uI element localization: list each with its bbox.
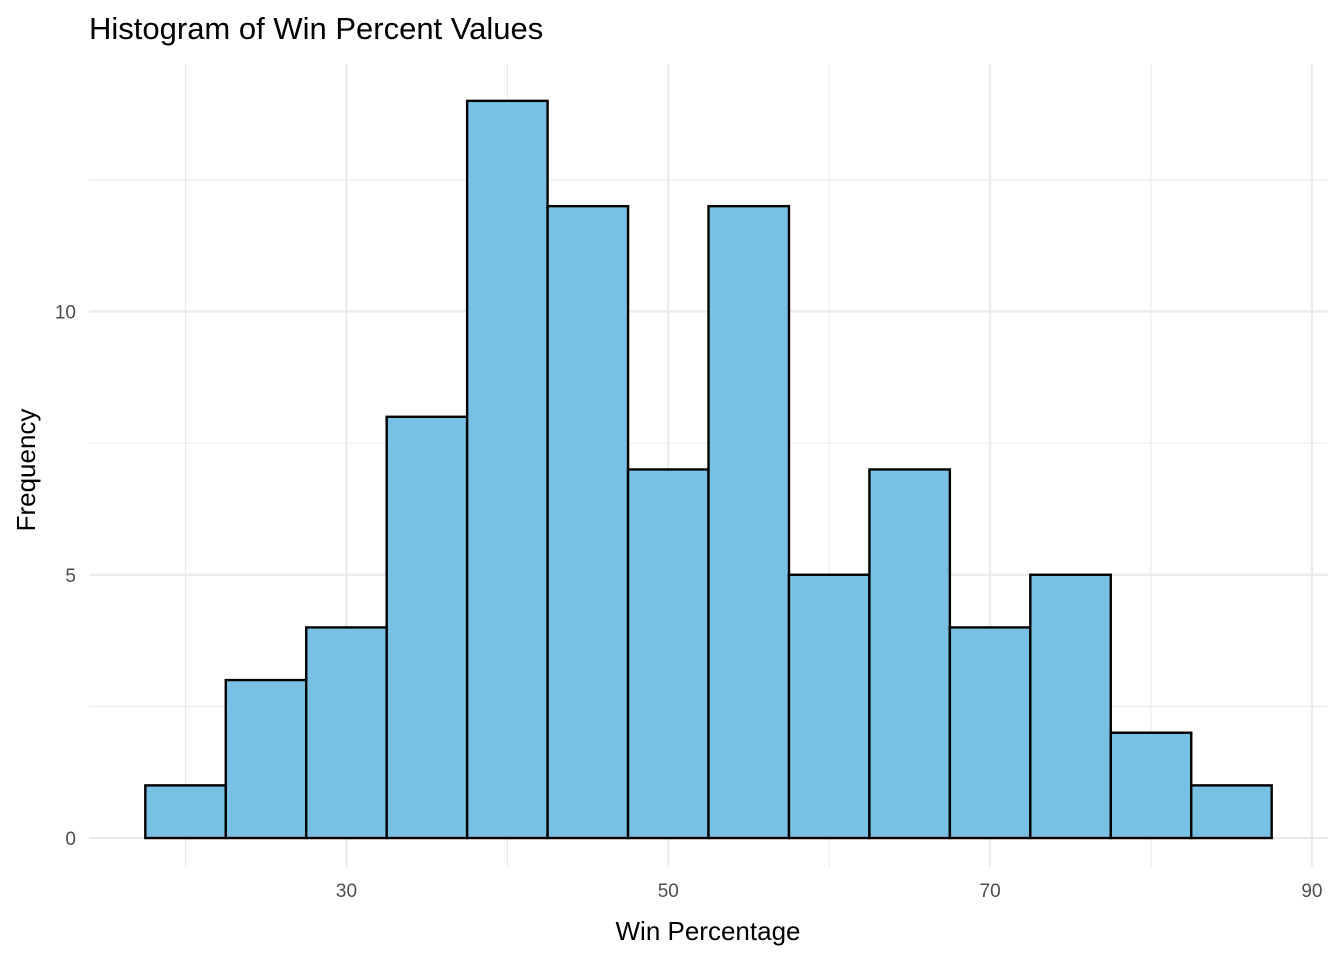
y-axis-ticks: 0 5 10 <box>55 302 76 850</box>
histogram-bar <box>305 626 388 840</box>
y-tick-label: 10 <box>55 302 76 323</box>
x-tick-label: 70 <box>980 881 1001 902</box>
histogram-bar <box>144 784 227 840</box>
histogram-bar <box>224 678 308 840</box>
histogram-bar <box>465 99 549 840</box>
histogram-bar <box>948 626 1032 840</box>
y-tick-label: 5 <box>65 566 76 587</box>
histogram-bar <box>868 468 952 840</box>
y-axis-title: Frequency <box>11 409 41 532</box>
histogram-bar <box>707 204 791 840</box>
histogram-bar <box>626 468 710 840</box>
x-tick-label: 90 <box>1301 881 1322 902</box>
histogram-bar <box>1029 573 1112 840</box>
histogram-bar <box>1109 731 1193 840</box>
x-tick-label: 30 <box>336 881 357 902</box>
x-axis-title: Win Percentage <box>616 916 801 946</box>
bars-layer <box>144 99 1273 840</box>
x-tick-label: 50 <box>658 881 679 902</box>
y-tick-label: 0 <box>65 829 76 850</box>
histogram-bar <box>1190 784 1273 840</box>
chart-title: Histogram of Win Percent Values <box>89 11 543 46</box>
histogram-bar <box>546 204 630 840</box>
histogram-bar <box>385 415 469 840</box>
histogram-bar <box>787 573 871 840</box>
x-axis-ticks: 30 50 70 90 <box>336 881 1323 902</box>
